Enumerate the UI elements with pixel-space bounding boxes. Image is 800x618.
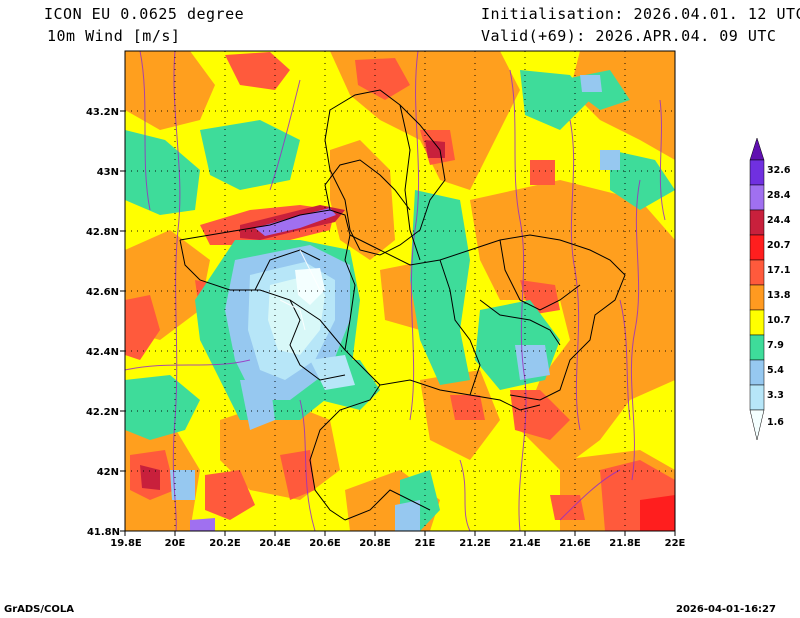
y-tick-label: 42.8N <box>86 227 119 238</box>
x-tick-label: 21.2E <box>459 538 491 549</box>
y-axis-labels: 41.8N 42N 42.2N 42.4N 42.6N 42.8N 43N 43… <box>86 107 120 538</box>
colorbar-label: 13.8 <box>767 290 791 301</box>
y-tick-label: 41.8N <box>87 527 120 538</box>
y-tick-label: 42.6N <box>86 287 119 298</box>
valid-time: Valid(+69): 2026.APR.04. 09 UTC <box>481 27 777 45</box>
y-tick-label: 42.4N <box>86 347 119 358</box>
graticule <box>125 51 675 531</box>
x-tick-label: 21.8E <box>609 538 641 549</box>
boundaries <box>179 89 626 521</box>
y-tick-label: 42N <box>97 467 119 478</box>
colorbar-label: 20.7 <box>767 240 790 251</box>
colorbar-label: 1.6 <box>767 417 784 428</box>
colorbar-label: 5.4 <box>767 365 784 376</box>
colorbar: 1.6 3.3 5.4 7.9 10.7 13.8 17.1 20.7 24.4… <box>749 137 791 441</box>
x-tick-label: 19.8E <box>110 538 142 549</box>
colorbar-label: 10.7 <box>767 315 790 326</box>
init-time: Initialisation: 2026.04.01. 12 UTC <box>481 5 800 23</box>
x-tick-label: 20.6E <box>309 538 341 549</box>
colorbar-label: 32.6 <box>767 165 791 176</box>
software-credit: GrADS/COLA <box>4 604 74 615</box>
y-tick-label: 42.2N <box>86 407 119 418</box>
model-title: ICON EU 0.0625 degree <box>44 5 245 23</box>
x-tick-label: 21E <box>415 538 436 549</box>
colorbar-label: 24.4 <box>767 215 791 226</box>
x-axis-labels: 19.8E 20E 20.2E 20.4E 20.6E 20.8E 21E 21… <box>110 538 685 549</box>
x-tick-label: 21.4E <box>509 538 541 549</box>
colorbar-bottom-arrow <box>749 409 765 441</box>
generated-timestamp: 2026-04-01-16:27 <box>676 604 776 615</box>
colorbar-label: 28.4 <box>767 190 791 201</box>
wind-field <box>125 51 675 531</box>
field-title: 10m Wind [m/s] <box>47 27 181 45</box>
colorbar-label: 3.3 <box>767 390 784 401</box>
x-tick-label: 22E <box>665 538 686 549</box>
x-tick-label: 20.2E <box>209 538 241 549</box>
colorbar-label: 17.1 <box>767 265 790 276</box>
y-tick-label: 43N <box>97 167 119 178</box>
y-tick-label: 43.2N <box>86 107 119 118</box>
x-tick-label: 21.6E <box>559 538 591 549</box>
colorbar-top-arrow <box>749 137 765 161</box>
x-tick-label: 20.8E <box>359 538 391 549</box>
streamlines <box>125 51 666 531</box>
x-tick-label: 20.4E <box>259 538 291 549</box>
colorbar-label: 7.9 <box>767 340 784 351</box>
x-tick-label: 20E <box>165 538 186 549</box>
